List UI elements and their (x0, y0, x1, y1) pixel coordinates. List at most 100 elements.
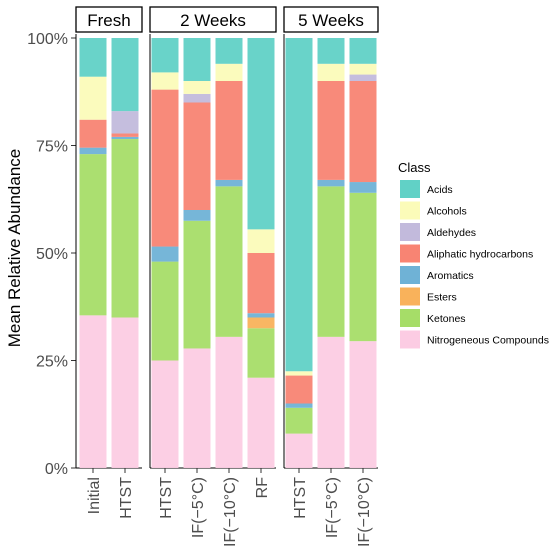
x-tick-label: HTST (158, 477, 175, 519)
bar-segment (317, 63, 345, 81)
bar-segment (215, 63, 243, 81)
bar-segment (285, 407, 313, 434)
bar-segment (317, 336, 345, 468)
bar-segment (183, 210, 211, 221)
legend-label: Nitrogeneous Compounds (427, 335, 549, 347)
legend-label: Aldehydes (427, 227, 476, 239)
bar-segment (151, 261, 179, 361)
legend-swatch (400, 201, 420, 220)
bar-segment (79, 38, 107, 77)
bar-segment (215, 38, 243, 64)
legend-item: Alcohols (400, 201, 467, 220)
bar-segment (349, 74, 377, 81)
bar-segment (285, 403, 313, 408)
bar-segment (247, 38, 275, 230)
bar-segment (151, 89, 179, 247)
legend-swatch (400, 287, 420, 306)
panel-strip (149, 6, 277, 33)
bar-segment (183, 348, 211, 468)
panel-strip-label: Fresh (87, 11, 130, 30)
bar-segment (151, 360, 179, 468)
bar-segment (111, 133, 139, 137)
legend-title: Class (398, 160, 431, 175)
legend-swatch (400, 180, 420, 198)
legend-item: Esters (400, 287, 457, 306)
bar-segment (285, 375, 313, 404)
legend-item: Ketones (400, 309, 466, 327)
y-tick-label: 25% (36, 354, 68, 371)
x-tick-label: RF (254, 477, 271, 499)
bar-segment (349, 182, 377, 193)
legend-swatch (400, 244, 420, 263)
bar-segment (317, 38, 345, 64)
legend-item: Acids (400, 180, 453, 198)
bar-segment (215, 186, 243, 337)
bar-segment (79, 147, 107, 155)
x-tick-label: IF(−5°C) (324, 477, 341, 538)
legend-item: Nitrogeneous Compounds (400, 330, 549, 349)
bar-segment (247, 317, 275, 329)
bar-segment (183, 93, 211, 103)
y-tick-label: 75% (36, 139, 68, 156)
bar-segment (151, 38, 179, 73)
panel-strip-label: 5 Weeks (298, 11, 364, 30)
legend-swatch (400, 309, 420, 327)
panel-strip-label: 2 Weeks (180, 11, 246, 30)
legend-item: Aromatics (400, 266, 474, 284)
x-tick-label: HTST (118, 477, 135, 519)
legend-label: Esters (427, 292, 457, 304)
stacked-bar (285, 38, 313, 468)
bar-segment (151, 246, 179, 262)
legend-item: Aliphatic hydrocarbons (400, 244, 533, 263)
bar-segment (285, 38, 313, 372)
y-axis-title: Mean Relative Abundance (5, 149, 24, 347)
y-tick-label: 0% (45, 461, 68, 478)
panel: 5 Weeks HTST IF(−5°C) IF(−10°C) (283, 6, 379, 547)
bar-segment (111, 317, 139, 468)
legend-item: Aldehydes (400, 223, 476, 241)
panel: 2 Weeks HTST IF(−5°C) IF(−10°C) RF (149, 6, 277, 547)
y-axis-title-group: Mean Relative Abundance (5, 149, 24, 347)
bar-segment (247, 313, 275, 318)
stacked-bar (111, 38, 139, 468)
bar-segment (349, 81, 377, 183)
legend-label: Acids (427, 184, 453, 196)
legend-label: Ketones (427, 313, 466, 325)
bar-segment (79, 315, 107, 468)
bar-segment (215, 336, 243, 468)
x-tick-label: IF(−10°C) (222, 477, 239, 547)
stacked-bar (215, 38, 243, 468)
panel: Fresh Initial HTST (75, 6, 143, 519)
bar-segment (349, 38, 377, 64)
bar-segment (285, 433, 313, 468)
bar-segment (111, 136, 139, 140)
legend-label: Alcohols (427, 206, 467, 218)
bar-segment (79, 76, 107, 120)
bar-segment (79, 154, 107, 316)
bar-segment (183, 220, 211, 349)
bar-segment (349, 341, 377, 468)
legend-label: Aromatics (427, 270, 474, 282)
bar-segment (111, 38, 139, 112)
bar-segment (111, 111, 139, 134)
bar-segment (111, 139, 139, 318)
panel-strip (283, 6, 379, 33)
y-axis: 0% 25% 50% 75% 100% (27, 31, 76, 478)
stacked-bar (183, 38, 211, 468)
bar-segment (151, 72, 179, 90)
stacked-bar (247, 38, 275, 468)
legend-swatch (400, 266, 420, 284)
bar-segment (317, 186, 345, 337)
y-tick-label: 100% (27, 31, 68, 48)
x-tick-label: IF(−5°C) (190, 477, 207, 538)
bar-segment (317, 81, 345, 180)
stacked-bar (317, 38, 345, 468)
legend-label: Aliphatic hydrocarbons (427, 249, 533, 261)
bar-segment (349, 192, 377, 342)
bar-segment (183, 81, 211, 94)
y-tick-label: 50% (36, 246, 68, 263)
stacked-bar (151, 38, 179, 468)
bar-segment (79, 119, 107, 148)
stacked-bar (349, 38, 377, 468)
